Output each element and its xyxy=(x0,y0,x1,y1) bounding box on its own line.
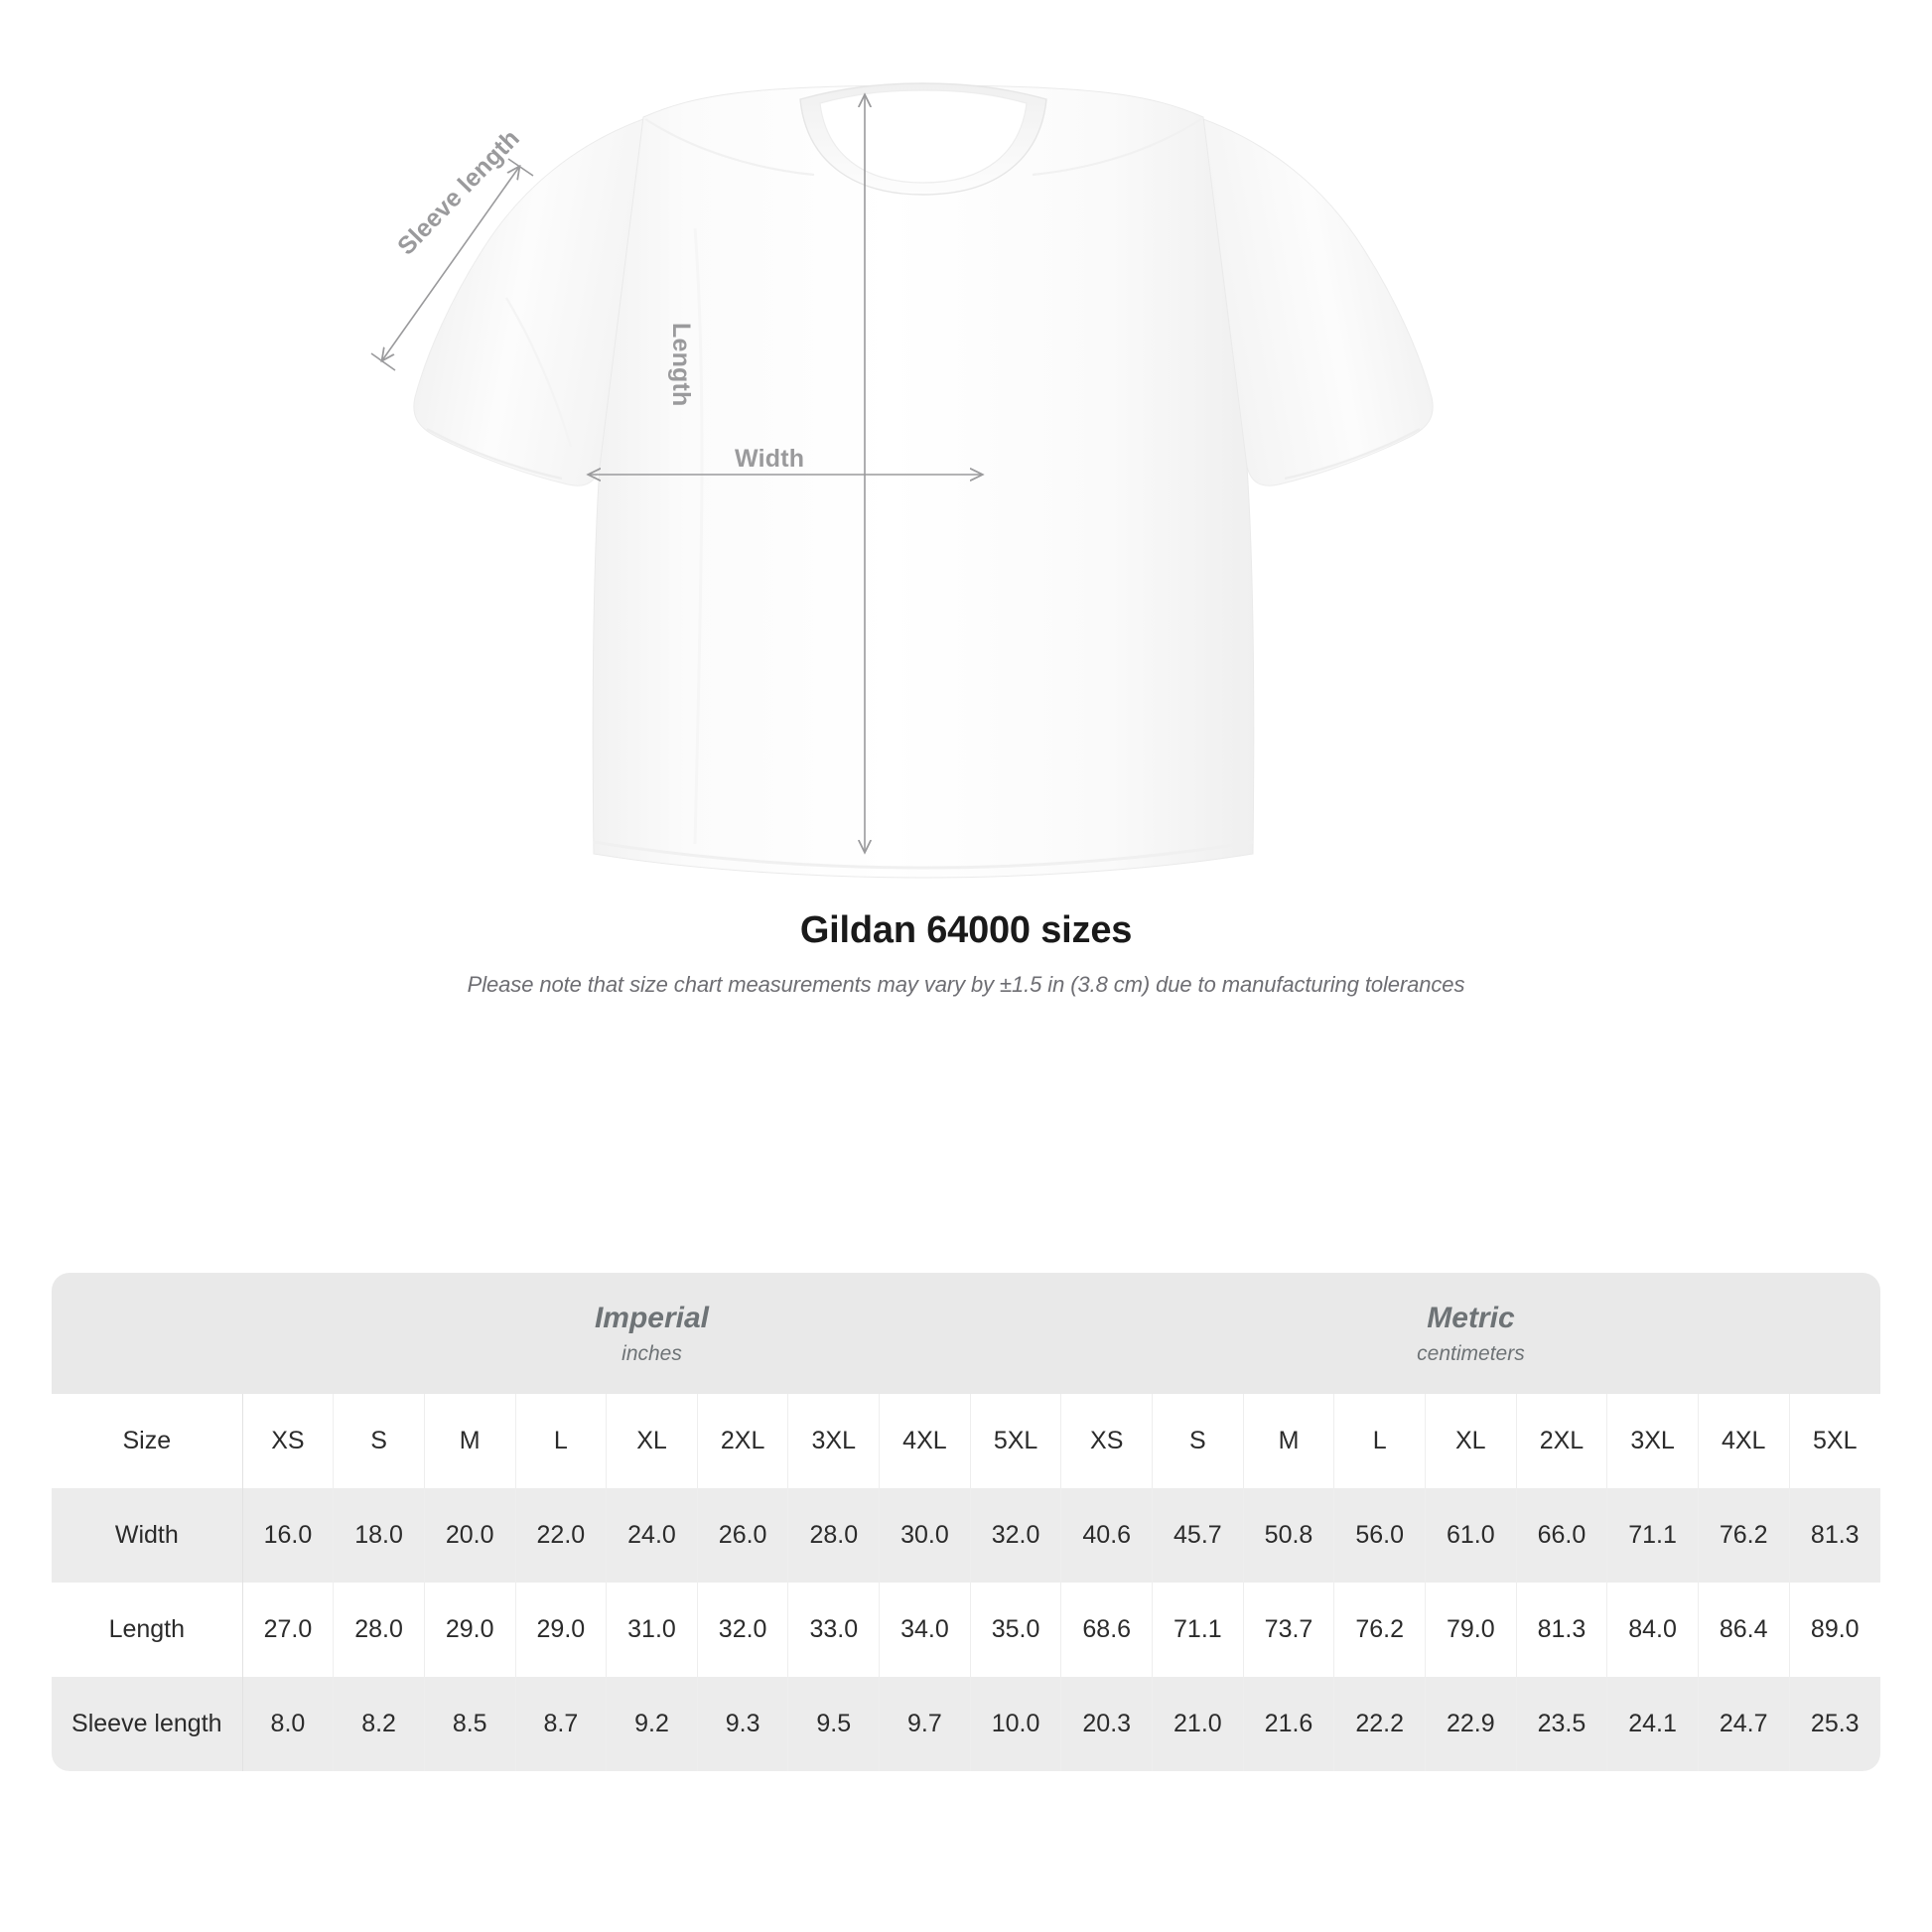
cell-width-imperial-xs: 16.0 xyxy=(242,1488,335,1583)
cell-sleeve-imperial-s: 8.2 xyxy=(333,1677,425,1771)
header-size-label: Size xyxy=(52,1394,243,1488)
unit-sub-imperial: inches xyxy=(621,1341,682,1365)
cell-length-imperial-xs: 27.0 xyxy=(242,1583,335,1677)
table-row-length: Length 27.0 28.0 29.0 29.0 31.0 32.0 33.… xyxy=(52,1583,1880,1677)
cell-width-metric-xs: 40.6 xyxy=(1060,1488,1154,1583)
cell-length-metric-3xl: 84.0 xyxy=(1606,1583,1699,1677)
row-label-length: Length xyxy=(52,1583,243,1677)
size-table-container: Imperial inches Metric centimeters Size … xyxy=(52,1273,1880,1771)
cell-length-metric-2xl: 81.3 xyxy=(1516,1583,1608,1677)
cell-sleeve-imperial-4xl: 9.7 xyxy=(879,1677,971,1771)
cell-sleeve-metric-xs: 20.3 xyxy=(1060,1677,1154,1771)
col-header-metric-5xl: 5XL xyxy=(1789,1394,1880,1488)
cell-length-metric-xl: 79.0 xyxy=(1425,1583,1517,1677)
cell-width-imperial-4xl: 30.0 xyxy=(879,1488,971,1583)
cell-length-metric-5xl: 89.0 xyxy=(1789,1583,1880,1677)
cell-sleeve-metric-3xl: 24.1 xyxy=(1606,1677,1699,1771)
cell-sleeve-metric-xl: 22.9 xyxy=(1425,1677,1517,1771)
cell-sleeve-imperial-3xl: 9.5 xyxy=(787,1677,881,1771)
length-dimension-label: Length xyxy=(667,323,695,407)
unit-group-imperial: Imperial inches xyxy=(242,1273,1061,1394)
col-header-metric-xl: XL xyxy=(1425,1394,1517,1488)
cell-sleeve-imperial-m: 8.5 xyxy=(424,1677,516,1771)
cell-width-metric-xl: 61.0 xyxy=(1425,1488,1517,1583)
col-header-imperial-xs: XS xyxy=(242,1394,335,1488)
cell-sleeve-imperial-2xl: 9.3 xyxy=(697,1677,789,1771)
cell-length-imperial-5xl: 35.0 xyxy=(970,1583,1062,1677)
col-header-imperial-m: M xyxy=(424,1394,516,1488)
width-dimension-label: Width xyxy=(735,445,805,473)
col-header-metric-xs: XS xyxy=(1060,1394,1154,1488)
unit-header-row: Imperial inches Metric centimeters xyxy=(52,1273,1880,1394)
cell-width-imperial-xl: 24.0 xyxy=(606,1488,698,1583)
cell-width-imperial-3xl: 28.0 xyxy=(787,1488,881,1583)
cell-width-metric-3xl: 71.1 xyxy=(1606,1488,1699,1583)
col-header-imperial-l: L xyxy=(515,1394,608,1488)
cell-width-imperial-s: 18.0 xyxy=(333,1488,425,1583)
col-header-imperial-4xl: 4XL xyxy=(879,1394,971,1488)
table-header-row: Size XS S M L XL 2XL 3XL 4XL 5XL XS S M … xyxy=(52,1394,1880,1488)
cell-sleeve-metric-l: 22.2 xyxy=(1333,1677,1426,1771)
unit-sub-metric: centimeters xyxy=(1417,1341,1525,1365)
cell-length-imperial-xl: 31.0 xyxy=(606,1583,698,1677)
col-header-metric-2xl: 2XL xyxy=(1516,1394,1608,1488)
cell-length-metric-xs: 68.6 xyxy=(1060,1583,1154,1677)
row-label-width: Width xyxy=(52,1488,243,1583)
col-header-metric-l: L xyxy=(1333,1394,1426,1488)
cell-sleeve-imperial-xs: 8.0 xyxy=(242,1677,335,1771)
cell-width-metric-l: 56.0 xyxy=(1333,1488,1426,1583)
unit-name-metric: Metric xyxy=(1427,1301,1515,1334)
unit-group-metric: Metric centimeters xyxy=(1060,1273,1880,1394)
cell-length-metric-m: 73.7 xyxy=(1243,1583,1335,1677)
tshirt-illustration xyxy=(370,82,1434,879)
col-header-metric-4xl: 4XL xyxy=(1698,1394,1790,1488)
cell-sleeve-metric-2xl: 23.5 xyxy=(1516,1677,1608,1771)
cell-width-metric-m: 50.8 xyxy=(1243,1488,1335,1583)
size-table: Imperial inches Metric centimeters Size … xyxy=(52,1273,1880,1771)
title-block: Gildan 64000 sizes Please note that size… xyxy=(0,908,1932,998)
col-header-imperial-5xl: 5XL xyxy=(970,1394,1062,1488)
col-header-imperial-2xl: 2XL xyxy=(697,1394,789,1488)
col-header-metric-m: M xyxy=(1243,1394,1335,1488)
size-table-body: Size XS S M L XL 2XL 3XL 4XL 5XL XS S M … xyxy=(52,1394,1880,1771)
cell-length-metric-l: 76.2 xyxy=(1333,1583,1426,1677)
cell-width-metric-5xl: 81.3 xyxy=(1789,1488,1880,1583)
cell-sleeve-metric-s: 21.0 xyxy=(1152,1677,1244,1771)
cell-sleeve-imperial-l: 8.7 xyxy=(515,1677,608,1771)
unit-spacer-cell xyxy=(52,1273,243,1394)
cell-length-imperial-l: 29.0 xyxy=(515,1583,608,1677)
tshirt-diagram: Sleeve length Length Width xyxy=(0,0,1932,898)
cell-width-metric-s: 45.7 xyxy=(1152,1488,1244,1583)
cell-width-imperial-m: 20.0 xyxy=(424,1488,516,1583)
cell-length-imperial-s: 28.0 xyxy=(333,1583,425,1677)
cell-length-metric-4xl: 86.4 xyxy=(1698,1583,1790,1677)
col-header-imperial-3xl: 3XL xyxy=(787,1394,881,1488)
col-header-metric-s: S xyxy=(1152,1394,1244,1488)
table-row-width: Width 16.0 18.0 20.0 22.0 24.0 26.0 28.0… xyxy=(52,1488,1880,1583)
row-label-sleeve-length: Sleeve length xyxy=(52,1677,243,1771)
cell-sleeve-metric-5xl: 25.3 xyxy=(1789,1677,1880,1771)
cell-sleeve-imperial-xl: 9.2 xyxy=(606,1677,698,1771)
col-header-imperial-xl: XL xyxy=(606,1394,698,1488)
page-title: Gildan 64000 sizes xyxy=(799,909,1133,951)
cell-sleeve-metric-4xl: 24.7 xyxy=(1698,1677,1790,1771)
tolerance-note: Please note that size chart measurements… xyxy=(467,971,1465,997)
cell-sleeve-imperial-5xl: 10.0 xyxy=(970,1677,1062,1771)
cell-length-imperial-2xl: 32.0 xyxy=(697,1583,789,1677)
cell-width-imperial-l: 22.0 xyxy=(515,1488,608,1583)
cell-width-metric-4xl: 76.2 xyxy=(1698,1488,1790,1583)
cell-length-imperial-4xl: 34.0 xyxy=(879,1583,971,1677)
table-row-sleeve-length: Sleeve length 8.0 8.2 8.5 8.7 9.2 9.3 9.… xyxy=(52,1677,1880,1771)
unit-name-imperial: Imperial xyxy=(594,1301,710,1334)
cell-length-imperial-3xl: 33.0 xyxy=(787,1583,881,1677)
cell-width-imperial-5xl: 32.0 xyxy=(970,1488,1062,1583)
cell-length-metric-s: 71.1 xyxy=(1152,1583,1244,1677)
cell-width-imperial-2xl: 26.0 xyxy=(697,1488,789,1583)
col-header-metric-3xl: 3XL xyxy=(1606,1394,1699,1488)
cell-sleeve-metric-m: 21.6 xyxy=(1243,1677,1335,1771)
cell-width-metric-2xl: 66.0 xyxy=(1516,1488,1608,1583)
cell-length-imperial-m: 29.0 xyxy=(424,1583,516,1677)
col-header-imperial-s: S xyxy=(333,1394,425,1488)
